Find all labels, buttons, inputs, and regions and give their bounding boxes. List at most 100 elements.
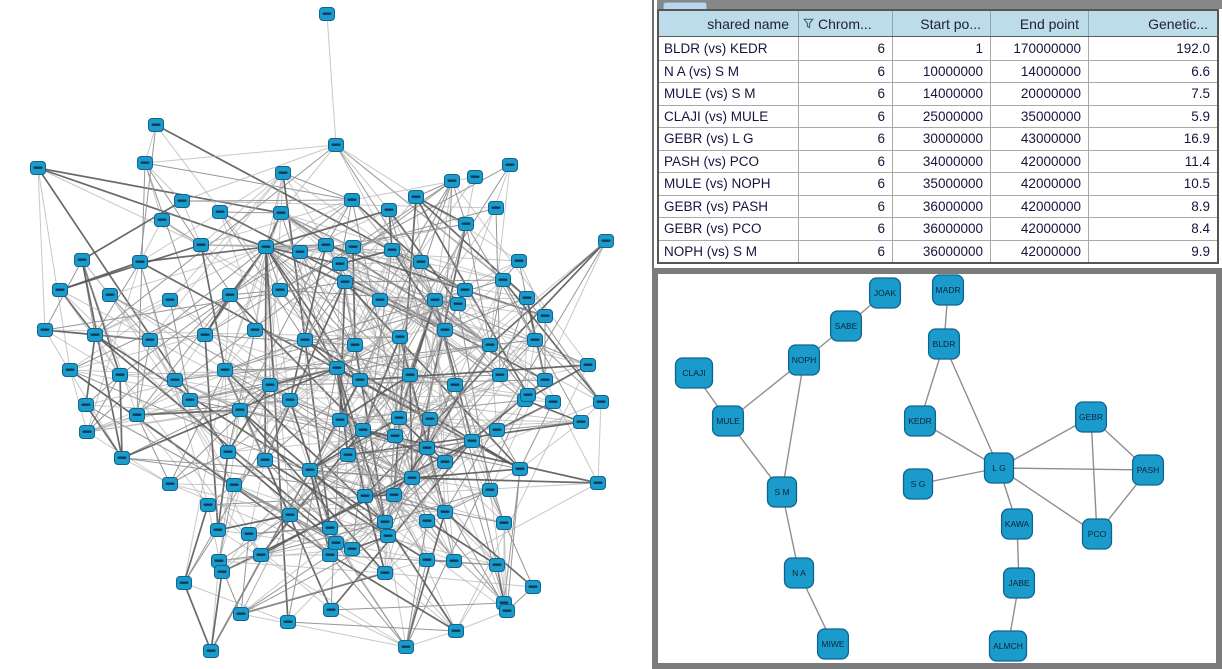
overview-network-node[interactable] bbox=[398, 640, 414, 654]
table-row[interactable]: N A (vs) S M 6 10000000 14000000 6.6 bbox=[659, 59, 1217, 82]
overview-network-node[interactable] bbox=[402, 368, 418, 382]
network-node-NA[interactable]: N A bbox=[783, 557, 815, 589]
network-node-PASH[interactable]: PASH bbox=[1131, 454, 1165, 486]
overview-network-node[interactable] bbox=[404, 471, 420, 485]
overview-network-node[interactable] bbox=[292, 245, 308, 259]
overview-network-node[interactable] bbox=[203, 644, 219, 658]
overview-network-node[interactable] bbox=[74, 253, 90, 267]
overview-network-node[interactable] bbox=[580, 358, 596, 372]
network-node-SG[interactable]: S G bbox=[902, 468, 934, 500]
panel-divider[interactable] bbox=[652, 0, 654, 268]
overview-network-node[interactable] bbox=[79, 425, 95, 439]
overview-network-node[interactable] bbox=[419, 514, 435, 528]
overview-network-node[interactable] bbox=[448, 624, 464, 638]
network-node-JOAK[interactable]: JOAK bbox=[868, 277, 902, 309]
overview-network-node[interactable] bbox=[176, 576, 192, 590]
overview-network-node[interactable] bbox=[446, 554, 462, 568]
table-row[interactable]: GEBR (vs) L G 6 30000000 43000000 16.9 bbox=[659, 127, 1217, 150]
overview-network-node[interactable] bbox=[37, 323, 53, 337]
overview-network-node[interactable] bbox=[253, 548, 269, 562]
overview-network-node[interactable] bbox=[495, 273, 511, 287]
overview-network-node[interactable] bbox=[537, 309, 553, 323]
overview-network-node[interactable] bbox=[212, 205, 228, 219]
overview-network-node[interactable] bbox=[352, 373, 368, 387]
overview-network-node[interactable] bbox=[241, 527, 257, 541]
overview-network-node[interactable] bbox=[114, 451, 130, 465]
overview-network-node[interactable] bbox=[200, 498, 216, 512]
overview-network-node[interactable] bbox=[344, 542, 360, 556]
network-node-KEDR[interactable]: KEDR bbox=[903, 405, 937, 437]
network-node-GEBR[interactable]: GEBR bbox=[1074, 401, 1108, 433]
table-row[interactable]: MULE (vs) NOPH 6 35000000 42000000 10.5 bbox=[659, 172, 1217, 195]
table-row[interactable]: PASH (vs) PCO 6 34000000 42000000 11.4 bbox=[659, 149, 1217, 172]
overview-network-node[interactable] bbox=[257, 453, 273, 467]
overview-network-node[interactable] bbox=[387, 429, 403, 443]
overview-network-node[interactable] bbox=[214, 565, 230, 579]
overview-network-node[interactable] bbox=[422, 412, 438, 426]
overview-network-node[interactable] bbox=[437, 455, 453, 469]
overview-network-node[interactable] bbox=[519, 291, 535, 305]
overview-network-node[interactable] bbox=[381, 203, 397, 217]
overview-network-node[interactable] bbox=[154, 213, 170, 227]
overview-network-node[interactable] bbox=[328, 536, 344, 550]
network-node-JABE[interactable]: JABE bbox=[1002, 567, 1036, 599]
network-overview-canvas[interactable] bbox=[0, 0, 652, 669]
overview-network-node[interactable] bbox=[280, 615, 296, 629]
column-header-chrom-[interactable]: Chrom... bbox=[799, 11, 893, 36]
overview-network-node[interactable] bbox=[319, 7, 335, 21]
overview-network-node[interactable] bbox=[512, 462, 528, 476]
network-node-KAWA[interactable]: KAWA bbox=[1000, 508, 1034, 540]
column-header-genetic-[interactable]: Genetic... bbox=[1089, 11, 1217, 36]
overview-network-node[interactable] bbox=[419, 441, 435, 455]
overview-network-node[interactable] bbox=[392, 330, 408, 344]
overview-network-node[interactable] bbox=[226, 478, 242, 492]
overview-network-node[interactable] bbox=[62, 363, 78, 377]
overview-network-node[interactable] bbox=[499, 604, 515, 618]
overview-network-node[interactable] bbox=[112, 368, 128, 382]
overview-network-node[interactable] bbox=[233, 607, 249, 621]
overview-network-node[interactable] bbox=[275, 166, 291, 180]
overview-network-node[interactable] bbox=[345, 240, 361, 254]
overview-network-node[interactable] bbox=[447, 378, 463, 392]
overview-network-node[interactable] bbox=[273, 206, 289, 220]
overview-network-node[interactable] bbox=[458, 217, 474, 231]
overview-network-node[interactable] bbox=[489, 423, 505, 437]
overview-network-node[interactable] bbox=[545, 395, 561, 409]
network-node-BLDR[interactable]: BLDR bbox=[927, 328, 961, 360]
overview-network-node[interactable] bbox=[318, 238, 334, 252]
table-row[interactable]: GEBR (vs) PCO 6 36000000 42000000 8.4 bbox=[659, 217, 1217, 240]
overview-network-node[interactable] bbox=[573, 415, 589, 429]
overview-network-node[interactable] bbox=[457, 283, 473, 297]
network-node-SABE[interactable]: SABE bbox=[829, 310, 863, 342]
overview-network-node[interactable] bbox=[598, 234, 614, 248]
overview-network-node[interactable] bbox=[527, 333, 543, 347]
overview-network-node[interactable] bbox=[52, 283, 68, 297]
overview-network-node[interactable] bbox=[162, 293, 178, 307]
table-row[interactable]: GEBR (vs) PASH 6 36000000 42000000 8.9 bbox=[659, 194, 1217, 217]
table-row[interactable]: MULE (vs) S M 6 14000000 20000000 7.5 bbox=[659, 82, 1217, 105]
overview-network-node[interactable] bbox=[282, 508, 298, 522]
overview-network-node[interactable] bbox=[167, 373, 183, 387]
overview-network-node[interactable] bbox=[340, 448, 356, 462]
overview-network-node[interactable] bbox=[262, 378, 278, 392]
overview-network-node[interactable] bbox=[520, 388, 536, 402]
network-node-MULE[interactable]: MULE bbox=[711, 405, 745, 437]
overview-network-node[interactable] bbox=[332, 413, 348, 427]
overview-network-node[interactable] bbox=[329, 361, 345, 375]
overview-network-node[interactable] bbox=[232, 403, 248, 417]
overview-network-node[interactable] bbox=[87, 328, 103, 342]
network-node-LG[interactable]: L G bbox=[983, 452, 1015, 484]
overview-network-node[interactable] bbox=[502, 158, 518, 172]
network-node-ALMCH[interactable]: ALMCH bbox=[988, 630, 1028, 662]
overview-network-node[interactable] bbox=[537, 373, 553, 387]
overview-network-node[interactable] bbox=[489, 558, 505, 572]
overview-network-node[interactable] bbox=[492, 368, 508, 382]
overview-network-node[interactable] bbox=[482, 338, 498, 352]
overview-network-node[interactable] bbox=[211, 554, 227, 568]
overview-network-node[interactable] bbox=[380, 529, 396, 543]
overview-network-node[interactable] bbox=[482, 483, 498, 497]
table-row[interactable]: NOPH (vs) S M 6 36000000 42000000 9.9 bbox=[659, 239, 1217, 262]
overview-network-node[interactable] bbox=[247, 323, 263, 337]
overview-network-node[interactable] bbox=[132, 255, 148, 269]
overview-network-node[interactable] bbox=[129, 408, 145, 422]
